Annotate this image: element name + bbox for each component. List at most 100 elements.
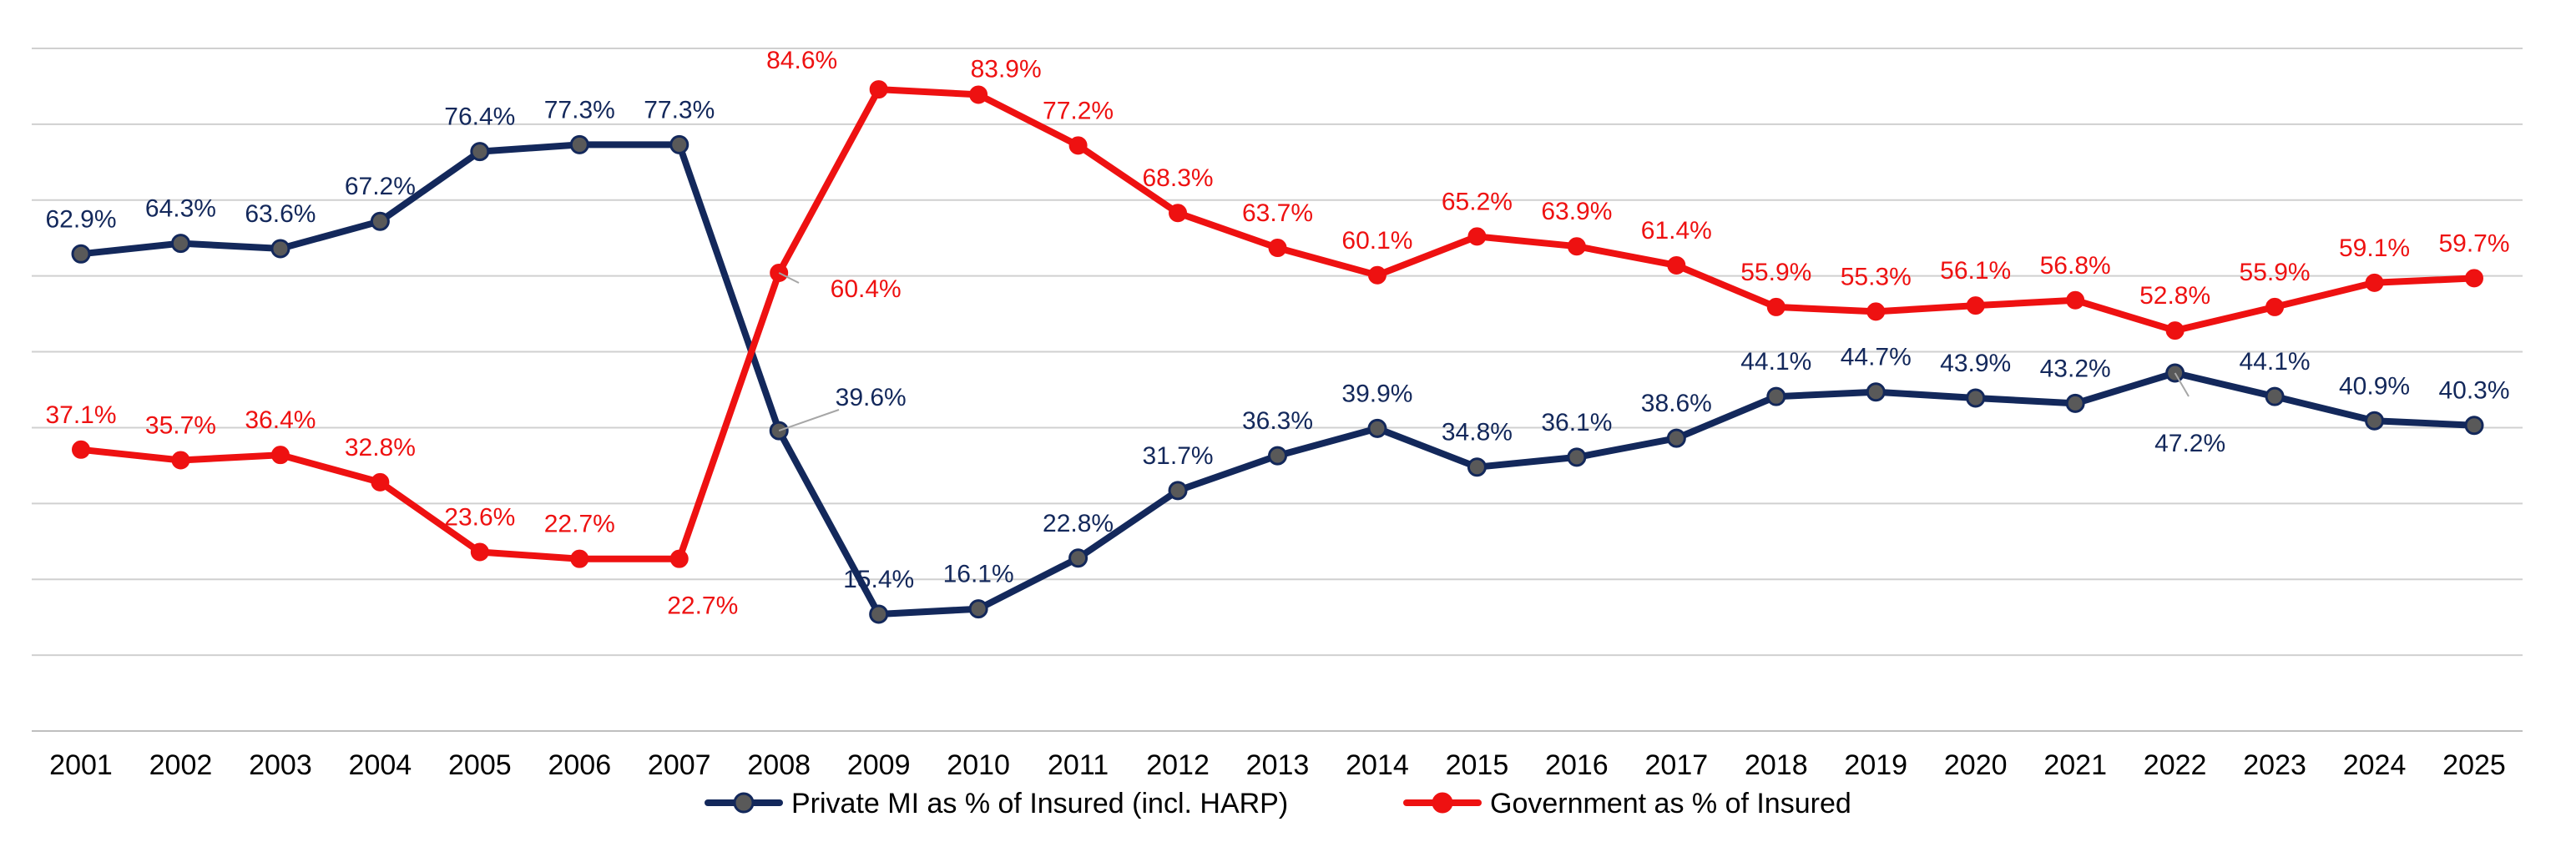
data-label: 16.1% xyxy=(943,561,1014,588)
data-point-marker xyxy=(2065,393,2085,413)
x-tick-label: 2025 xyxy=(2442,749,2506,781)
gridlines xyxy=(32,48,2523,732)
x-axis: 2001 2002 2003 2004 2005 2006 2007 2008 2009 2010… xyxy=(49,749,2506,781)
data-point-marker xyxy=(969,85,988,104)
data-label: 63.6% xyxy=(245,200,316,228)
leader-line xyxy=(778,272,800,284)
data-point-marker xyxy=(1367,265,1386,285)
data-label: 67.2% xyxy=(345,173,416,200)
data-label: 22.7% xyxy=(544,511,615,538)
x-tick-label: 2007 xyxy=(648,749,711,781)
data-point-marker xyxy=(1766,297,1786,316)
x-tick-label: 2017 xyxy=(1645,749,1709,781)
data-label: 22.7% xyxy=(667,592,738,620)
data-point-marker xyxy=(2465,269,2483,288)
data-label: 38.6% xyxy=(1641,390,1712,417)
data-point-marker xyxy=(270,239,290,259)
data-point-marker xyxy=(1169,204,1188,223)
legend-label: Government as % of Insured xyxy=(1490,788,1851,819)
data-label: 83.9% xyxy=(971,55,1042,83)
data-point-marker xyxy=(569,134,589,154)
data-point-marker xyxy=(1966,388,1986,408)
data-label: 32.8% xyxy=(345,434,416,461)
data-label: 68.3% xyxy=(1143,164,1214,192)
x-tick-label: 2008 xyxy=(747,749,811,781)
data-label: 15.4% xyxy=(843,566,914,593)
data-point-marker xyxy=(1866,302,1886,321)
x-tick-label: 2020 xyxy=(1944,749,2008,781)
data-point-marker xyxy=(371,472,390,492)
data-point-marker xyxy=(1268,446,1287,466)
x-tick-label: 2021 xyxy=(2043,749,2107,781)
x-tick-label: 2003 xyxy=(249,749,312,781)
data-label: 34.8% xyxy=(1442,419,1513,446)
data-label: 40.3% xyxy=(2438,377,2509,405)
data-labels: 62.9% 64.3% 63.6% 67.2% 76.4% 77.3% 77.3% 39.6%… xyxy=(45,47,2509,620)
data-label: 47.2% xyxy=(2154,430,2225,457)
data-point-marker xyxy=(1667,255,1686,275)
x-tick-label: 2023 xyxy=(2243,749,2306,781)
data-label: 56.1% xyxy=(1940,257,2011,285)
data-label: 56.8% xyxy=(2040,252,2111,280)
data-label: 59.7% xyxy=(2438,229,2509,257)
data-point-marker xyxy=(1467,457,1487,477)
data-point-marker xyxy=(968,599,988,619)
data-label: 59.1% xyxy=(2339,234,2410,262)
data-label: 31.7% xyxy=(1143,442,1214,470)
data-point-marker xyxy=(1866,382,1886,402)
x-tick-label: 2019 xyxy=(1844,749,1907,781)
x-tick-label: 2018 xyxy=(1745,749,1808,781)
data-point-marker xyxy=(2265,386,2285,406)
x-tick-label: 2002 xyxy=(149,749,213,781)
data-label: 55.3% xyxy=(1841,263,1912,290)
data-markers xyxy=(71,80,2484,624)
x-tick-label: 2012 xyxy=(1146,749,1210,781)
data-label: 43.9% xyxy=(1940,350,2011,377)
data-label: 62.9% xyxy=(45,205,116,233)
data-label: 63.9% xyxy=(1541,198,1612,225)
leader-line xyxy=(778,409,840,432)
data-label: 40.9% xyxy=(2339,372,2410,400)
x-tick-label: 2010 xyxy=(947,749,1010,781)
data-point-marker xyxy=(669,549,689,568)
x-tick-label: 2024 xyxy=(2343,749,2407,781)
series-line-government xyxy=(78,86,2478,562)
data-label: 36.4% xyxy=(245,406,316,434)
data-label: 55.9% xyxy=(2240,259,2311,286)
data-point-marker xyxy=(470,142,490,162)
data-point-marker xyxy=(72,440,90,459)
legend-item: Government as % of Insured xyxy=(1403,788,1851,819)
data-point-marker xyxy=(1567,237,1586,256)
legend: Private MI as % of Insured (incl. HARP) G… xyxy=(705,788,1851,819)
data-label: 60.1% xyxy=(1341,227,1412,255)
data-label: 64.3% xyxy=(145,195,216,223)
data-point-marker xyxy=(869,604,889,624)
data-point-marker xyxy=(1766,386,1786,406)
leader-line xyxy=(2174,372,2190,397)
data-label: 22.8% xyxy=(1043,510,1114,537)
x-tick-label: 2014 xyxy=(1346,749,1409,781)
data-point-marker xyxy=(370,211,390,231)
data-label: 43.2% xyxy=(2040,355,2111,382)
data-point-marker xyxy=(1168,481,1188,501)
x-tick-label: 2022 xyxy=(2144,749,2207,781)
data-label: 77.3% xyxy=(644,96,715,124)
x-tick-label: 2005 xyxy=(448,749,512,781)
data-point-marker xyxy=(1966,296,1985,315)
data-label: 36.1% xyxy=(1541,409,1612,436)
x-tick-label: 2009 xyxy=(847,749,911,781)
data-label: 35.7% xyxy=(145,412,216,440)
data-point-marker xyxy=(1367,418,1387,438)
data-point-marker xyxy=(1666,428,1686,448)
data-label: 77.2% xyxy=(1043,97,1114,124)
data-point-marker xyxy=(470,542,489,562)
data-point-marker xyxy=(1567,447,1587,467)
x-tick-label: 2015 xyxy=(1446,749,1509,781)
legend-swatch-marker xyxy=(733,792,755,814)
data-point-marker xyxy=(2365,411,2385,431)
data-label: 65.2% xyxy=(1442,188,1513,215)
data-label: 77.3% xyxy=(544,96,615,124)
data-point-marker xyxy=(2365,273,2384,292)
